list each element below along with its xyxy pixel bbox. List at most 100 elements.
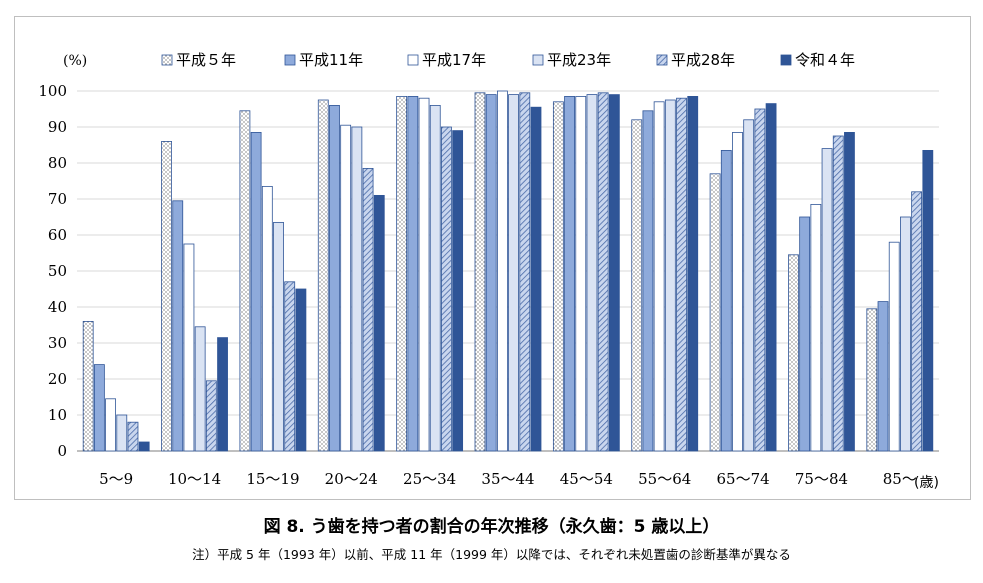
bar [418, 97, 430, 452]
bar [340, 124, 352, 452]
bar [732, 132, 743, 452]
bar [754, 108, 766, 452]
bar [93, 364, 105, 452]
x-tick-label: 5～9 [99, 470, 133, 488]
bar [183, 243, 195, 452]
bar [519, 92, 531, 452]
bar [911, 191, 923, 452]
bar [474, 92, 486, 452]
bar [485, 94, 497, 452]
bar [396, 96, 408, 452]
bar [552, 101, 564, 452]
bar [138, 441, 150, 452]
bar [452, 130, 464, 452]
bar [295, 288, 307, 452]
x-tick-label: 85～ [883, 470, 917, 488]
bar [105, 398, 116, 452]
legend: 平成５年 平成11年 平成17年 平成23年 平成28年 令和４年 [161, 51, 855, 69]
bar [642, 110, 654, 452]
figure-note: 注）平成 5 年（1993 年）以前、平成 11 年（1999 年）以降では、そ… [192, 547, 791, 562]
bar-chart: 0 10 20 30 40 50 60 70 80 90 100 5～9 10～14 15～19 20～2… [38, 51, 939, 491]
bar [765, 103, 777, 452]
legend-label: 平成５年 [176, 51, 236, 69]
bars [82, 90, 934, 452]
bar [597, 92, 609, 452]
bar [496, 90, 508, 452]
y-tick-label: 100 [38, 82, 67, 100]
bar [922, 149, 934, 452]
bar [709, 173, 721, 452]
bar [586, 94, 598, 452]
legend-swatch [780, 54, 792, 66]
bar [564, 96, 575, 452]
bar [799, 216, 811, 452]
bar [866, 308, 878, 452]
y-tick-label: 30 [48, 334, 67, 352]
legend-label: 平成17年 [422, 51, 486, 69]
bar [653, 101, 665, 452]
x-unit-label: (歳) [914, 475, 939, 491]
legend-swatch [284, 54, 296, 66]
legend-label: 平成23年 [547, 51, 611, 69]
bar [743, 119, 755, 452]
bar [250, 132, 262, 452]
y-tick-label: 70 [48, 190, 67, 208]
figure-caption: 図 8. う歯を持つ者の割合の年次推移（永久歯：5 歳以上） [263, 517, 720, 537]
bar [362, 167, 374, 452]
y-unit-label: (%) [63, 53, 87, 69]
bar [205, 380, 217, 452]
bar [172, 200, 184, 452]
bar [810, 203, 822, 452]
y-tick-label: 60 [48, 226, 67, 244]
legend-label: 令和４年 [795, 51, 855, 69]
legend-swatch [161, 54, 173, 66]
bar [441, 126, 452, 452]
bar [508, 94, 520, 452]
bar [194, 326, 206, 452]
bar [888, 241, 900, 452]
bar [407, 96, 419, 452]
legend-swatch [656, 54, 668, 66]
y-tick-label: 80 [48, 154, 67, 172]
x-tick-label: 35～44 [481, 470, 534, 488]
bar [676, 97, 687, 452]
bar [284, 281, 296, 452]
y-tick-label: 10 [48, 406, 67, 424]
x-tick-label: 65～74 [716, 470, 769, 488]
bar [900, 216, 911, 452]
legend-label: 平成11年 [299, 51, 363, 69]
bar [127, 421, 139, 452]
bar [720, 149, 732, 452]
bar [877, 301, 889, 452]
bar [844, 132, 855, 452]
bar [832, 135, 844, 452]
y-tick-label: 0 [57, 442, 67, 460]
bar [664, 99, 676, 452]
bar [82, 320, 94, 452]
x-tick-label: 55～64 [638, 470, 691, 488]
legend-swatch [407, 54, 419, 66]
bar [687, 96, 699, 452]
bar [161, 141, 172, 452]
bar [608, 94, 620, 452]
bar [351, 126, 363, 452]
legend-label: 平成28年 [671, 51, 735, 69]
bar [631, 119, 643, 452]
y-tick-label: 40 [48, 298, 67, 316]
y-tick-label: 90 [48, 118, 67, 136]
x-tick-label: 20～24 [325, 470, 378, 488]
x-tick-label: 75～84 [795, 470, 848, 488]
bar [530, 106, 542, 452]
bar [788, 254, 799, 452]
bar [575, 96, 587, 452]
bar [273, 221, 284, 452]
bar [329, 105, 340, 452]
bar [373, 194, 385, 452]
x-tick-label: 45～54 [560, 470, 613, 488]
x-axis-tick-labels: 5～9 10～14 15～19 20～24 25～34 35～44 45～54 55～64 65… [99, 470, 917, 488]
y-tick-label: 50 [48, 262, 67, 280]
y-tick-label: 20 [48, 370, 67, 388]
bar [261, 185, 273, 452]
bar [239, 110, 251, 452]
x-tick-label: 25～34 [403, 470, 456, 488]
